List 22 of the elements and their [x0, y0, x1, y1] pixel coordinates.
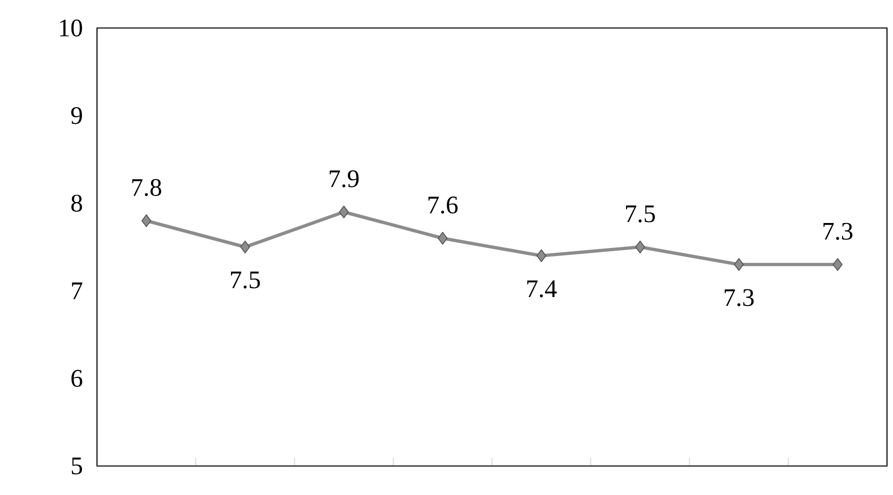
data-label: 7.9 — [330, 170, 359, 188]
y-tick-label: 10 — [60, 20, 82, 37]
y-tick-label: 8 — [71, 194, 82, 212]
data-label: 7.5 — [231, 272, 260, 288]
y-tick-label: 9 — [71, 107, 82, 124]
point — [438, 232, 448, 245]
point — [635, 240, 646, 254]
y-tick-label: 6 — [71, 370, 82, 387]
point — [832, 258, 843, 271]
point — [338, 206, 349, 218]
point — [536, 249, 546, 262]
point — [734, 258, 744, 271]
y-tick-label: 7 — [72, 282, 82, 300]
y-tick-label: 5 — [72, 458, 82, 474]
data-label: 7.6 — [428, 196, 458, 214]
data-label: 7.3 — [824, 222, 852, 240]
data-label: 7.5 — [626, 206, 655, 222]
data-label: 7.4 — [527, 280, 557, 298]
point — [240, 240, 250, 254]
data-label: 7.3 — [724, 289, 754, 306]
data-label: 7.8 — [132, 178, 162, 196]
point — [141, 214, 152, 228]
